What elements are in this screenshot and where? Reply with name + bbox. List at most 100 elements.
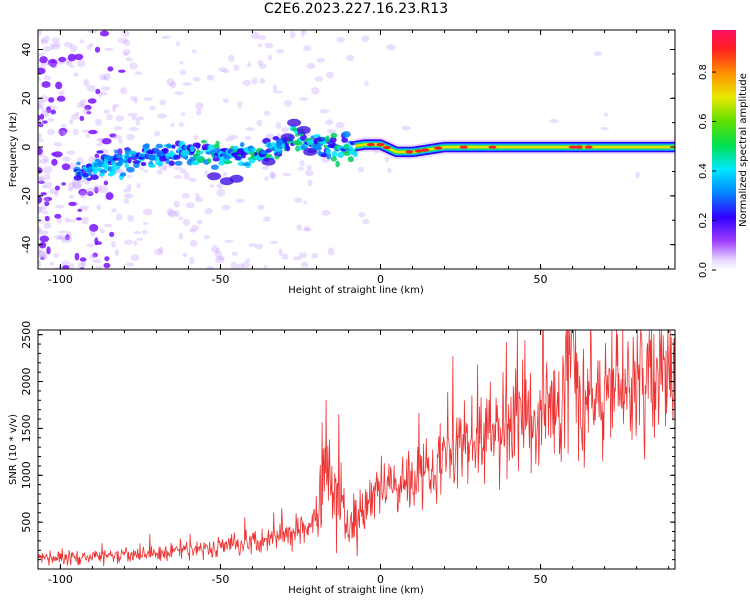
noise-blob [79, 115, 85, 122]
noise-blob [267, 54, 273, 61]
noise-blob [336, 36, 346, 43]
noise-blob [303, 45, 311, 52]
noise-blob [43, 35, 50, 43]
snr-series-line [38, 330, 675, 567]
ridge-blob [211, 164, 219, 170]
noise-blob [593, 51, 603, 56]
noise-blob [123, 39, 130, 46]
peak-blob [584, 145, 593, 149]
noise-blob [38, 30, 43, 37]
noise-blob [91, 259, 102, 264]
noise-blob [38, 175, 45, 183]
ridge-blob [341, 131, 351, 138]
noise-blob [221, 204, 231, 211]
noise-blob [311, 87, 320, 95]
noise-blob [358, 212, 366, 218]
heatmap-xlabel: Height of straight line (km) [288, 285, 424, 296]
noise-blob [76, 102, 85, 109]
noise-blob [103, 180, 109, 186]
noise-blob [245, 127, 255, 132]
noise-blob [304, 225, 310, 231]
noise-blob [38, 106, 45, 110]
noise-blob [306, 164, 313, 171]
peak-blob [575, 145, 583, 149]
noise-blob [53, 252, 59, 258]
noise-blob [41, 210, 49, 215]
noise-blob [259, 78, 266, 84]
noise-blob [255, 243, 263, 250]
noise-blob [49, 261, 55, 266]
noise-blob [183, 171, 190, 180]
noise-blob [172, 166, 183, 170]
noise-blob [106, 114, 113, 121]
noise-blob [257, 35, 267, 40]
noise-blob [170, 122, 175, 128]
noise-blob [94, 186, 99, 194]
noise-blob [79, 205, 90, 211]
colorbar-axes: 0.0 0.2 0.4 0.6 0.8 Normalized spectral ampli… [698, 64, 749, 278]
noise-blob [136, 237, 143, 241]
noise-blob [74, 53, 84, 61]
noise-blob [282, 172, 292, 177]
noise-blob [96, 138, 104, 142]
noise-blob [104, 256, 110, 262]
noise-blob [46, 106, 51, 114]
noise-blob [57, 234, 66, 240]
snr-ylabel: SNR (10 * v/v) [8, 414, 19, 485]
noise-blob [193, 135, 199, 141]
ridge-blob [207, 144, 214, 152]
ridge-blob [241, 153, 246, 159]
noise-blob [100, 91, 108, 96]
peak-blob [459, 145, 468, 149]
noise-blob [135, 118, 141, 126]
noise-blob [87, 191, 94, 197]
noise-blob [103, 72, 111, 81]
noise-blob [41, 185, 47, 189]
noise-blob [304, 169, 314, 177]
noise-blob [230, 261, 238, 269]
noise-blob [174, 210, 180, 217]
noise-blob [139, 166, 144, 171]
noise-blob [302, 30, 307, 34]
peak-blob [376, 143, 385, 147]
noise-blob [51, 62, 58, 69]
ridge-blob [166, 143, 172, 149]
ridge-blob [215, 140, 220, 146]
noise-blob [244, 135, 252, 140]
noise-blob [88, 129, 98, 135]
noise-blob [326, 71, 334, 79]
noise-blob [173, 200, 180, 208]
noise-blob [153, 130, 161, 137]
noise-blob [51, 37, 60, 43]
noise-blob [196, 109, 202, 116]
noise-blob [190, 225, 200, 232]
ridge-blob [195, 143, 201, 149]
noise-blob [143, 96, 153, 102]
noise-blob [41, 230, 49, 235]
ridge-blob [126, 166, 135, 173]
ridge-blob [347, 156, 354, 163]
noise-blob [51, 158, 58, 166]
snr-ytick-label: 1000 [20, 461, 33, 489]
snr-xtick-label: 50 [534, 573, 548, 586]
peak-blob [568, 145, 577, 149]
noise-blob [142, 229, 148, 235]
noise-blob [99, 185, 109, 194]
heatmap-xtick-label: 50 [534, 273, 548, 286]
noise-blob [275, 122, 282, 130]
noise-blob [40, 39, 49, 45]
ridge-blob [148, 163, 156, 168]
noise-blob [47, 58, 58, 67]
noise-blob [92, 252, 98, 258]
noise-blob [73, 72, 79, 77]
ridge-blob [174, 160, 183, 166]
ridge-blob [99, 169, 108, 174]
noise-blob [38, 228, 43, 236]
snr-xtick-label: 0 [377, 573, 384, 586]
noise-blob [263, 216, 271, 222]
noise-blob [38, 250, 47, 257]
noise-blob [364, 80, 369, 86]
noise-blob [40, 256, 45, 260]
noise-blob [248, 242, 257, 248]
